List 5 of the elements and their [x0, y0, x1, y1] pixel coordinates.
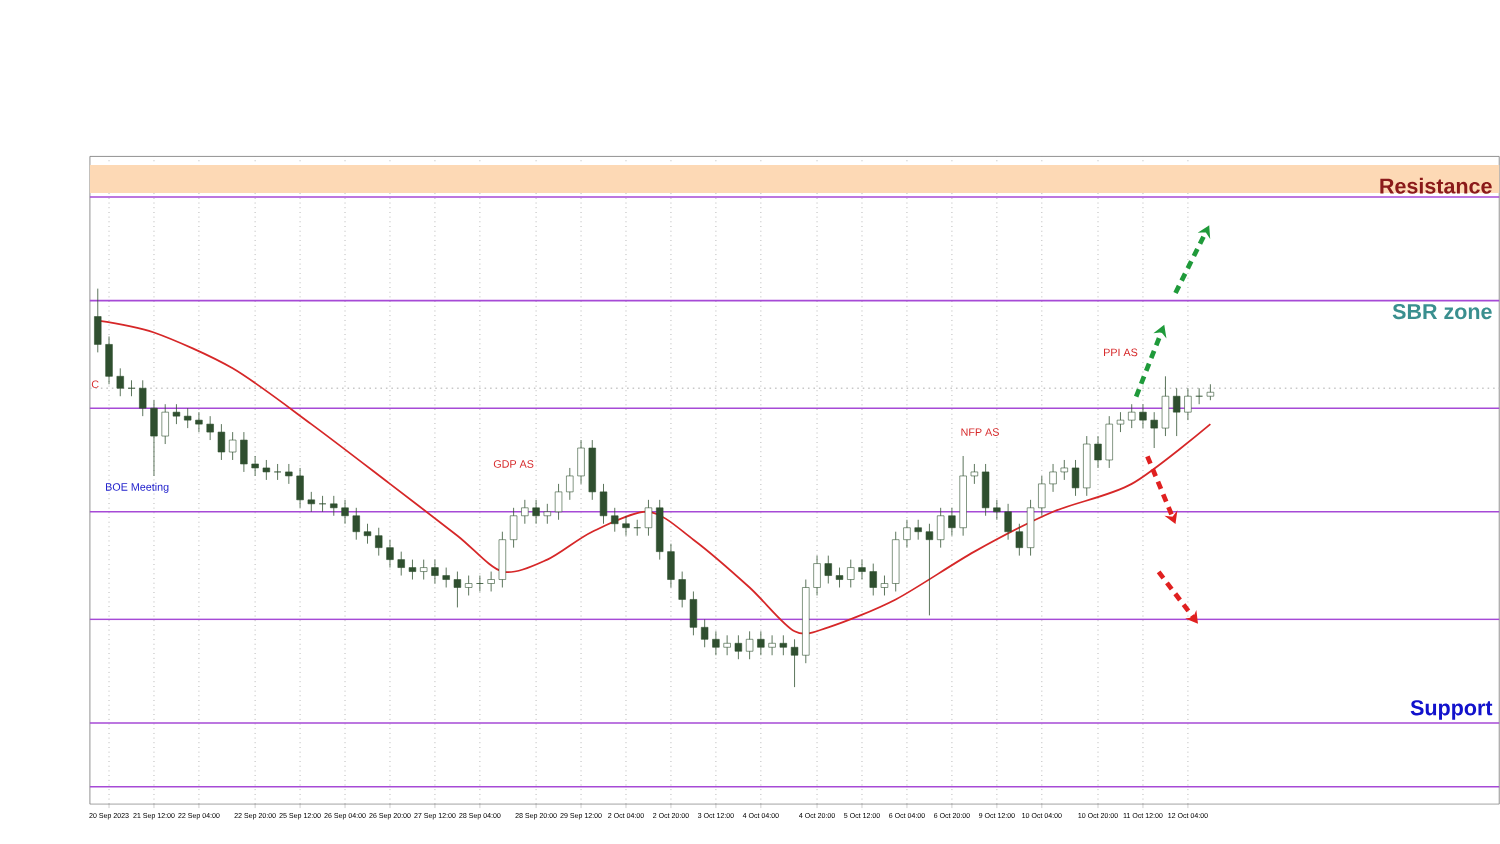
ref-line-label: Resistance — [1380, 177, 1492, 194]
ref-line-label: SBR zone — [1392, 303, 1492, 320]
ref-line-label: Support — [1410, 700, 1493, 720]
candlestick — [464, 575, 473, 596]
candlestick — [273, 463, 282, 481]
